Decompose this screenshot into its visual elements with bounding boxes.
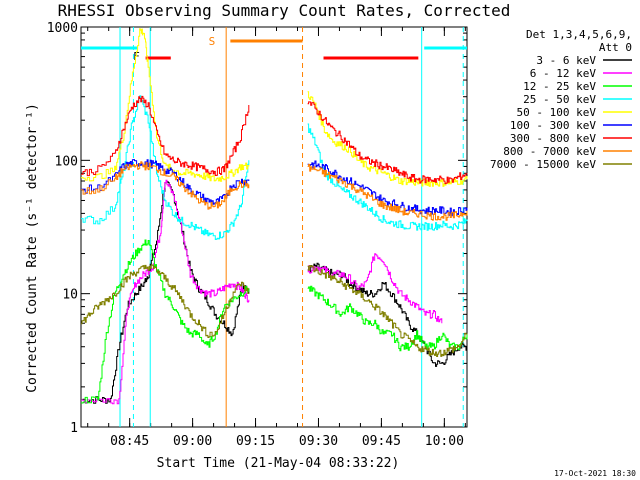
series-line-5: [81, 28, 250, 182]
x-tick-label: 09:15: [236, 434, 275, 449]
series-line-8: [307, 163, 468, 221]
legend-entry-label: 50 - 100 keV: [517, 106, 597, 119]
y-tick-label: 10: [62, 288, 78, 303]
chart-title: RHESSI Observing Summary Count Rates, Co…: [58, 1, 511, 20]
series-line-4: [307, 123, 468, 231]
legend-entry-label: 3 - 6 keV: [536, 54, 596, 67]
legend-header: Att 0: [599, 41, 632, 54]
legend-entry-label: 300 - 800 keV: [510, 132, 596, 145]
x-axis-label: Start Time (21-May-04 08:33:22): [157, 456, 400, 471]
y-tick-label: 100: [55, 154, 78, 169]
flag-annotation: S: [209, 35, 216, 48]
series-line-6: [81, 159, 250, 205]
x-tick-label: 09:45: [362, 434, 401, 449]
series-line-7: [81, 95, 250, 177]
series-line-8: [81, 161, 250, 210]
x-tick-label: 09:00: [173, 434, 212, 449]
legend-entry-label: 7000 - 15000 keV: [490, 158, 596, 171]
series-line-3: [81, 239, 250, 404]
plot-area: 1 10 100 1000 08:45 09:00 09:15 09:30 09:45 10:00…: [47, 21, 468, 449]
x-tick-label: 08:45: [110, 434, 149, 449]
series-line-3: [307, 285, 468, 352]
series-line-9: [81, 264, 250, 338]
series-line-6: [307, 160, 468, 217]
series-line-9: [307, 265, 468, 357]
legend-entry-label: 100 - 300 keV: [510, 119, 596, 132]
x-tick-label: 10:00: [425, 434, 464, 449]
footer-timestamp: 17-Oct-2021 18:30: [554, 469, 636, 478]
series-line-7: [307, 101, 468, 185]
legend-entry-label: 12 - 25 keV: [523, 80, 596, 93]
legend-header: Det 1,3,4,5,6,9,: [526, 28, 632, 41]
y-tick-label: 1: [70, 421, 78, 436]
legend-entry-label: 800 - 7000 keV: [503, 145, 596, 158]
series-line-2: [81, 179, 250, 405]
x-tick-label: 09:30: [299, 434, 338, 449]
legend-entry-label: 6 - 12 keV: [530, 67, 597, 80]
y-axis-label: Corrected Count Rate (s⁻¹ detector⁻¹): [25, 103, 40, 393]
series-line-1: [307, 262, 468, 367]
plot-frame: [80, 26, 468, 428]
y-tick-label: 1000: [47, 21, 78, 36]
legend-entry-label: 25 - 50 keV: [523, 93, 596, 106]
series-line-5: [307, 91, 468, 187]
